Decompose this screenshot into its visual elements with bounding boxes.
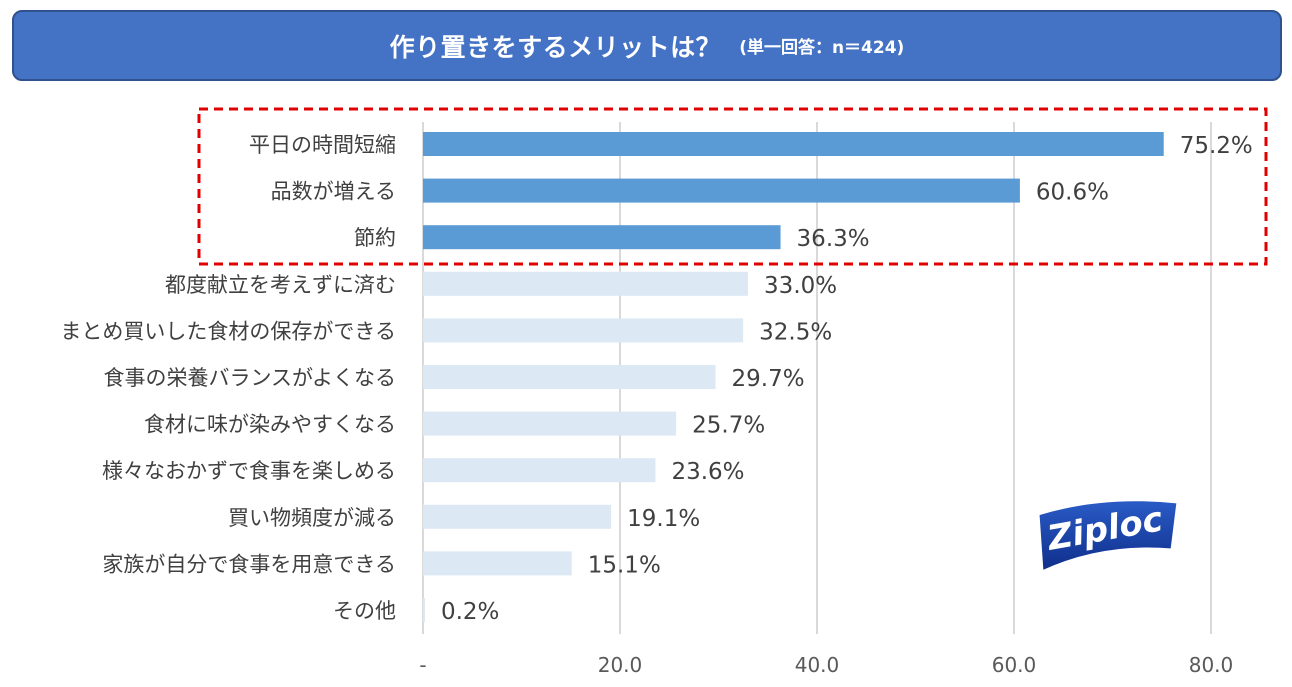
bar <box>423 178 1020 203</box>
value-label: 60.6% <box>1036 180 1109 206</box>
chart-title-bar: 作り置きをするメリットは？ (単一回答：n＝424) <box>12 10 1282 81</box>
category-label: 節約 <box>354 226 396 250</box>
value-label: 0.2% <box>441 599 499 625</box>
bar <box>423 598 425 622</box>
chart-title: 作り置きをするメリットは？ <box>389 32 722 62</box>
value-label: 25.7% <box>692 413 765 439</box>
bar <box>423 504 612 529</box>
value-label: 23.6% <box>671 459 744 485</box>
value-label: 32.5% <box>759 319 832 345</box>
ziploc-logo: Ziploc <box>1036 498 1180 575</box>
category-label: 買い物頻度が減る <box>228 506 396 530</box>
bar <box>423 225 781 250</box>
value-label: 29.7% <box>732 366 805 392</box>
bar <box>423 318 744 343</box>
highlight-box <box>197 107 1268 266</box>
chart-subtitle: (単一回答：n＝424) <box>739 38 905 58</box>
bar <box>423 458 656 483</box>
category-label: 都度献立を考えずに済む <box>165 273 396 297</box>
category-label: 食材に味が染みやすくなる <box>144 413 396 437</box>
bar <box>423 132 1164 156</box>
bar <box>423 411 677 436</box>
value-label: 75.2% <box>1180 133 1253 159</box>
category-label: まとめ買いした食材の保存ができる <box>60 319 396 343</box>
value-label: 36.3% <box>797 226 870 252</box>
x-tick-label: 20.0 <box>598 653 643 677</box>
bar <box>423 365 716 389</box>
category-label: 平日の時間短縮 <box>249 133 396 157</box>
x-tick-label: 80.0 <box>1189 653 1234 677</box>
value-label: 15.1% <box>588 552 661 578</box>
bar <box>423 551 572 576</box>
value-label: 19.1% <box>627 506 700 532</box>
x-tick-label: 40.0 <box>795 653 840 677</box>
x-tick-label: 60.0 <box>992 653 1037 677</box>
category-label: 家族が自分で食事を用意できる <box>102 552 396 576</box>
category-label: 品数が増える <box>271 180 396 204</box>
value-label: 33.0% <box>764 273 837 299</box>
category-label: その他 <box>333 599 396 623</box>
category-label: 食事の栄養バランスがよくなる <box>103 366 396 390</box>
x-tick-label: - <box>419 653 426 677</box>
category-label: 様々なおかずで食事を楽しめる <box>102 459 396 483</box>
bar <box>423 271 749 296</box>
